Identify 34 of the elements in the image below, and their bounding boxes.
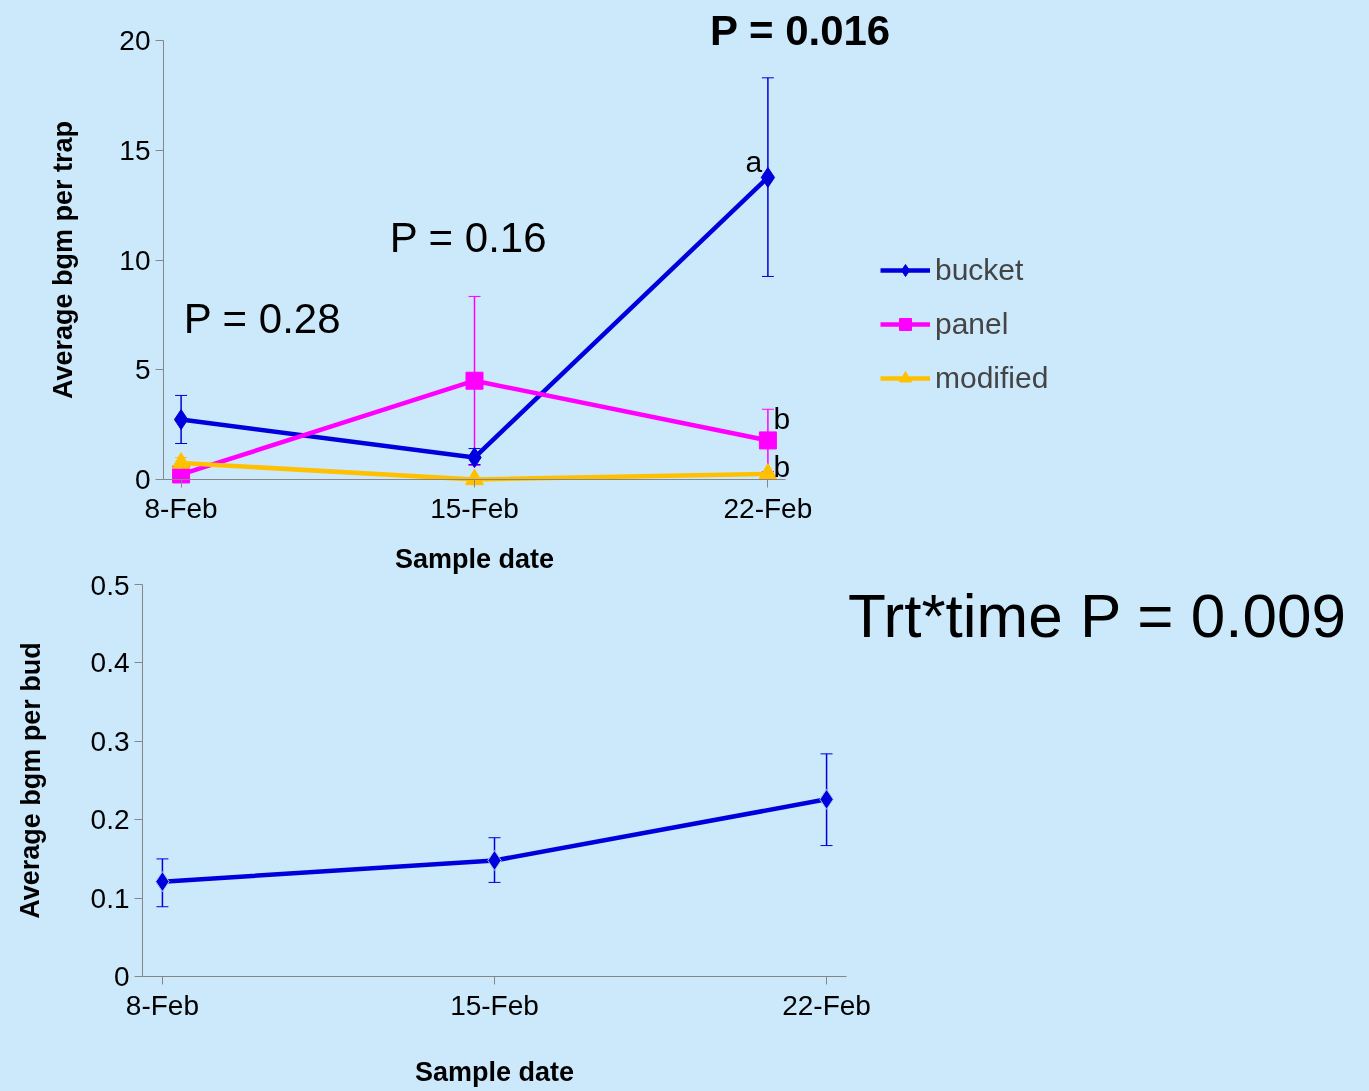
annotation: P = 0.28 — [183, 295, 341, 342]
y-axis-title: Average bgm per trap — [47, 120, 78, 400]
point — [465, 371, 484, 390]
x-axis-title: Sample date — [414, 1056, 575, 1087]
y-tick-label: 0.5 — [90, 569, 130, 601]
y-tick-label: 20 — [119, 25, 151, 56]
annotation: a — [745, 144, 763, 178]
y-tick-label: 15 — [119, 134, 151, 166]
point — [173, 409, 189, 431]
y-tick-label: 5 — [134, 354, 151, 386]
legend-label: panel — [935, 307, 1009, 341]
point — [758, 431, 777, 450]
legend-label: bucket — [935, 253, 1024, 287]
legend-label: modified — [935, 361, 1049, 395]
y-tick-label: 10 — [119, 244, 151, 276]
annotation: b — [773, 401, 791, 435]
y-tick-label: 0.2 — [90, 804, 130, 836]
annotation: P = 0.16 — [389, 214, 547, 261]
x-tick-label: 22-Feb — [782, 989, 871, 1021]
y-tick-label: 0.3 — [90, 725, 130, 757]
y-tick-label: 0 — [113, 961, 130, 992]
y-axis-title: Average bgm per bud — [15, 642, 46, 919]
y-tick-label: 0.1 — [90, 882, 130, 914]
x-tick-label: 15-Feb — [450, 989, 539, 1021]
annotation: b — [773, 449, 791, 483]
y-tick-label: 0.4 — [90, 647, 130, 679]
annotation: P = 0.016 — [710, 7, 891, 54]
x-tick-label: 22-Feb — [723, 492, 813, 524]
y-tick-label: 0 — [134, 464, 151, 495]
x-axis-title: Sample date — [394, 543, 555, 574]
x-tick-label: 8-Feb — [125, 989, 200, 1021]
x-tick-label: 15-Feb — [430, 492, 519, 524]
text: Trt*time P = 0.009 — [847, 581, 1346, 650]
x-tick-label: 8-Feb — [144, 492, 218, 524]
